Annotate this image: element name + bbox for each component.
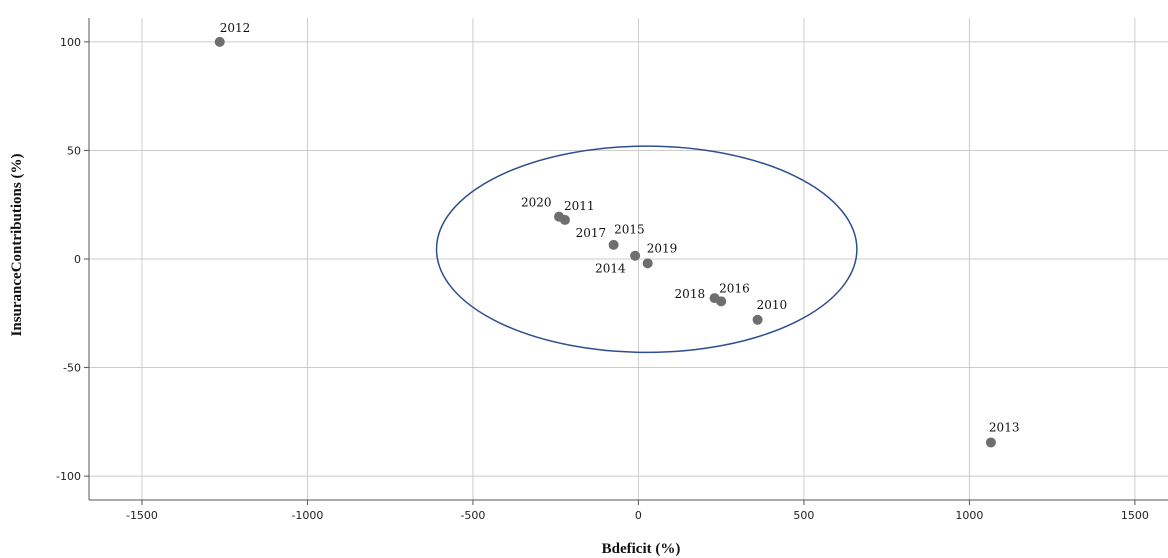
point-label: 2019 xyxy=(647,241,678,255)
point-label: 2013 xyxy=(989,420,1020,434)
x-tick-label: -1000 xyxy=(291,509,323,522)
y-tick-label: 0 xyxy=(74,253,81,266)
point-label: 2015 xyxy=(614,223,645,237)
data-point xyxy=(716,296,727,307)
data-points xyxy=(214,36,996,448)
data-point xyxy=(985,437,996,448)
data-point xyxy=(630,250,641,261)
data-point xyxy=(214,36,225,47)
point-label: 2012 xyxy=(220,21,251,35)
point-label: 2011 xyxy=(564,199,595,213)
y-tick-label: -50 xyxy=(63,362,81,375)
data-point xyxy=(642,258,653,269)
x-tick-label: 1500 xyxy=(1121,509,1149,522)
y-tick-label: 100 xyxy=(60,36,81,49)
point-label: 2017 xyxy=(576,226,607,240)
y-axis-title: InsuranceContributions (%) xyxy=(9,154,25,337)
grid xyxy=(89,18,1168,500)
x-tick-label: -1500 xyxy=(126,509,158,522)
confidence-ellipse-group xyxy=(435,145,858,354)
data-point xyxy=(752,314,763,325)
data-point xyxy=(608,239,619,250)
x-tick-label: 1000 xyxy=(955,509,983,522)
y-tick-label: 50 xyxy=(67,144,81,157)
axes xyxy=(84,18,1168,505)
x-tick-label: 0 xyxy=(635,509,642,522)
point-label: 2014 xyxy=(595,262,626,276)
point-label: 2010 xyxy=(757,298,788,312)
x-tick-label: -500 xyxy=(460,509,485,522)
point-label: 2016 xyxy=(719,281,750,295)
data-point xyxy=(559,214,570,225)
x-tick-label: 500 xyxy=(793,509,814,522)
y-tick-label: -100 xyxy=(56,470,81,483)
x-axis-title: Bdeficit (%) xyxy=(602,541,681,557)
confidence-ellipse xyxy=(435,145,858,354)
point-label: 2020 xyxy=(521,196,552,210)
point-labels: 2012 2020 2011 2017 2015 2014 2019 2018 2016 2010… xyxy=(220,21,1020,435)
point-label: 2018 xyxy=(675,287,706,301)
